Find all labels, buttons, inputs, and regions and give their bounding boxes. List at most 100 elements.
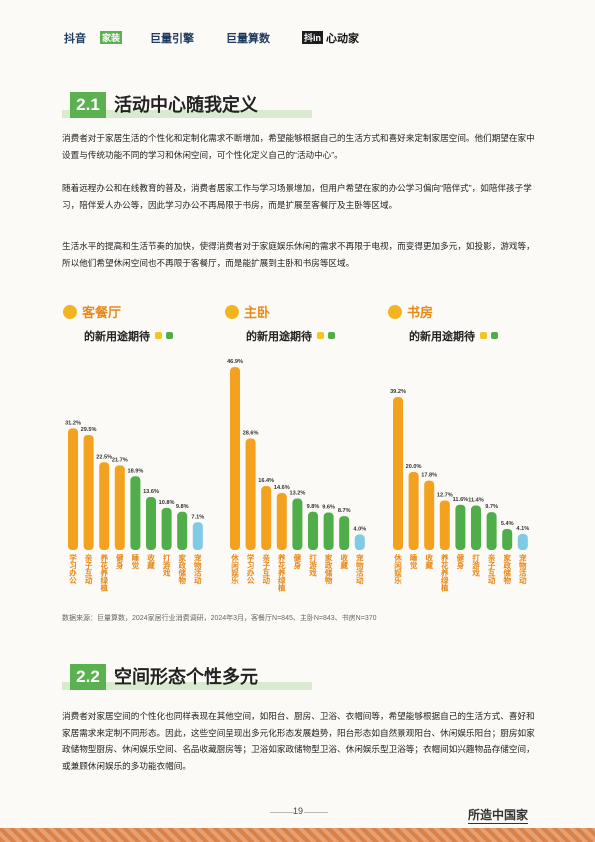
category-label: 收藏: [339, 553, 348, 571]
bar: [68, 428, 78, 550]
data-label: 8.7%: [338, 508, 351, 514]
category-label: 宠物活动: [193, 553, 202, 586]
data-label: 5.4%: [501, 521, 514, 527]
bar: [230, 367, 240, 550]
bar: [114, 465, 125, 550]
data-label: 12.7%: [437, 492, 453, 498]
category-label: 家政储物: [324, 553, 333, 586]
bar: [177, 511, 188, 550]
data-label: 9.7%: [485, 504, 498, 510]
band: [62, 110, 312, 118]
category-label: 家政储物: [177, 553, 186, 586]
logo: 巨量算数: [226, 33, 270, 45]
category-label: 宠物活动: [518, 553, 527, 586]
data-label: 11.4%: [468, 498, 484, 504]
bar: [292, 498, 303, 550]
category-label: 健身: [456, 553, 465, 571]
bar: [486, 512, 497, 550]
legend-dot: [317, 332, 324, 339]
bar: [245, 438, 256, 550]
footer-band: [0, 828, 595, 842]
data-label: 16.4%: [258, 478, 274, 484]
bar: [161, 507, 172, 550]
category-label: 亲子互动: [261, 553, 270, 586]
data-label: 4.0%: [353, 526, 366, 532]
category-label: 学习办公: [68, 553, 77, 585]
bar: [308, 511, 318, 550]
section-title: 空间形态个性多元: [114, 667, 258, 687]
category-label: 打游戏: [162, 553, 171, 578]
data-label: 9.8%: [176, 504, 189, 510]
chart-title: 客餐厅: [82, 305, 121, 320]
section-number: 2.1: [70, 92, 106, 118]
logo: 心动家: [326, 33, 359, 45]
category-label: 打游戏: [308, 553, 317, 578]
bar: [192, 522, 203, 550]
data-label: 13.6%: [143, 489, 159, 495]
bar: [339, 516, 350, 550]
chart-title: 书房: [407, 305, 433, 320]
bar: [455, 504, 466, 550]
bar: [424, 480, 435, 550]
bar: [502, 528, 513, 550]
legend-dot: [155, 332, 162, 339]
legend-dot: [166, 332, 173, 339]
page-number: 19: [292, 806, 303, 816]
category-label: 睡觉: [131, 553, 140, 571]
band: [62, 682, 312, 690]
category-label: 学习办公: [246, 553, 255, 585]
section-header: 2.2 空间形态个性多元: [62, 664, 532, 690]
source-note: 数据来源：巨量算数，2024家居行业消费调研，2024年3月，客餐厅N=845、…: [62, 615, 377, 622]
bar: [408, 472, 419, 550]
bar: [439, 500, 450, 550]
rule: [304, 812, 328, 813]
data-label: 28.6%: [243, 430, 259, 436]
data-label: 18.9%: [127, 468, 143, 474]
logo: 巨量引擎: [150, 33, 194, 45]
data-label: 21.7%: [112, 457, 128, 463]
data-label: 11.6%: [453, 497, 469, 503]
data-label: 29.5%: [81, 427, 97, 433]
category-label: 收藏: [424, 553, 433, 571]
rule: [270, 812, 294, 813]
bar: [393, 397, 403, 550]
category-label: 健身: [293, 553, 302, 571]
data-label: 20.0%: [406, 464, 422, 470]
bar: [261, 486, 272, 550]
data-label: 17.8%: [421, 473, 437, 479]
chart-subtitle: 的新用途期待: [84, 329, 150, 343]
icon: [225, 305, 239, 319]
logo: 抖in: [302, 31, 323, 44]
data-label: 10.8%: [159, 500, 175, 506]
section-header: 2.1 活动中心随我定义: [62, 92, 532, 118]
category-label: 健身: [115, 553, 124, 571]
data-label: 9.6%: [322, 505, 335, 511]
chart-subtitle: 的新用途期待: [246, 329, 312, 343]
data-label: 9.8%: [307, 504, 320, 510]
category-label: 养花养绿植: [440, 553, 449, 593]
data-label: 31.2%: [65, 420, 81, 426]
chart-subtitle: 的新用途期待: [409, 329, 475, 343]
data-label: 39.2%: [390, 389, 406, 395]
bar: [276, 493, 287, 550]
chart-title: 主卧: [244, 305, 270, 320]
category-label: 睡觉: [409, 553, 418, 571]
bar: [471, 505, 481, 550]
logo: 家装: [100, 31, 123, 44]
data-label: 22.5%: [96, 454, 112, 460]
bar: [130, 476, 141, 550]
category-label: 亲子互动: [84, 553, 93, 586]
bar: [83, 434, 94, 550]
legend-dot: [480, 332, 487, 339]
data-label: 7.1%: [191, 514, 204, 520]
data-label: 13.2%: [289, 491, 305, 497]
category-label: 收藏: [146, 553, 155, 571]
category-label: 家政储物: [502, 553, 511, 586]
paragraph: 消费者对家居空间的个性化也同样表现在其他空间，如阳台、厨房、卫浴、衣帽间等，希望…: [62, 711, 535, 771]
data-label: 4.1%: [516, 526, 529, 532]
category-label: 养花养绿植: [99, 553, 108, 593]
